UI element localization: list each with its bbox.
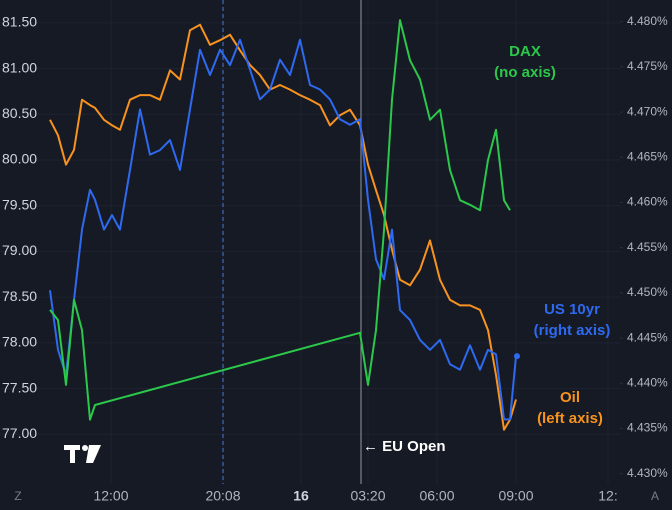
y-tick-label: 78.50	[2, 288, 37, 304]
x-tick-label: 06:00	[419, 488, 454, 504]
event-label: ← EU Open	[363, 438, 446, 455]
y2-tick-label: 4.480%	[627, 14, 668, 28]
legend-note: (no axis)	[494, 64, 556, 81]
series-line	[49, 23, 517, 431]
x-tick-label: 20:08	[205, 488, 240, 504]
y2-tick-label: 4.435%	[627, 421, 668, 435]
y-tick-label: 77.00	[2, 425, 37, 441]
logo-slash	[86, 445, 101, 463]
y-tick-label: 81.00	[2, 59, 37, 75]
x-tick-label: 12:00	[93, 488, 128, 504]
x-tick-label: 12:	[598, 488, 617, 504]
logo	[64, 445, 101, 463]
y2-tick-label: 4.450%	[627, 285, 668, 299]
x-tick-label: 16	[293, 488, 309, 504]
grid	[0, 0, 623, 484]
legend-note: (left axis)	[537, 410, 603, 427]
y2-tick-label: 4.455%	[627, 240, 668, 254]
y2-tick-label: 4.445%	[627, 330, 668, 344]
last-point	[514, 353, 520, 360]
y-tick-label: 79.00	[2, 242, 37, 258]
y-tick-label: 79.50	[2, 196, 37, 212]
y-tick-label: 81.50	[2, 14, 37, 30]
series-line	[49, 19, 511, 421]
plot	[49, 19, 520, 431]
y-tick-label: 77.50	[2, 379, 37, 395]
logo-stem	[70, 445, 75, 463]
scale-button[interactable]: A	[651, 489, 659, 503]
legend-label: DAX	[509, 43, 541, 60]
labels: 77.00 77.50 78.00 78.50 79.00 79.50 80.00 80.50…	[2, 14, 668, 504]
y2-tick-label: 4.470%	[627, 104, 668, 118]
y-tick-label: 80.50	[2, 105, 37, 121]
scale-button[interactable]: Z	[14, 489, 21, 503]
y-tick-label: 78.00	[2, 334, 37, 350]
y2-tick-label: 4.440%	[627, 375, 668, 389]
logo-dot	[82, 445, 88, 451]
series-line	[49, 38, 517, 421]
x-tick-label: 03:20	[350, 488, 385, 504]
y2-tick-label: 4.475%	[627, 59, 668, 73]
y-tick-label: 80.00	[2, 151, 37, 167]
y2-tick-label: 4.430%	[627, 466, 668, 480]
legend-label: US 10yr	[544, 301, 600, 318]
y2-tick-label: 4.465%	[627, 149, 668, 163]
y2-tick-label: 4.460%	[627, 195, 668, 209]
legend-note: (right axis)	[534, 322, 611, 339]
x-tick-label: 09:00	[498, 488, 533, 504]
legend-label: Oil	[560, 389, 580, 406]
